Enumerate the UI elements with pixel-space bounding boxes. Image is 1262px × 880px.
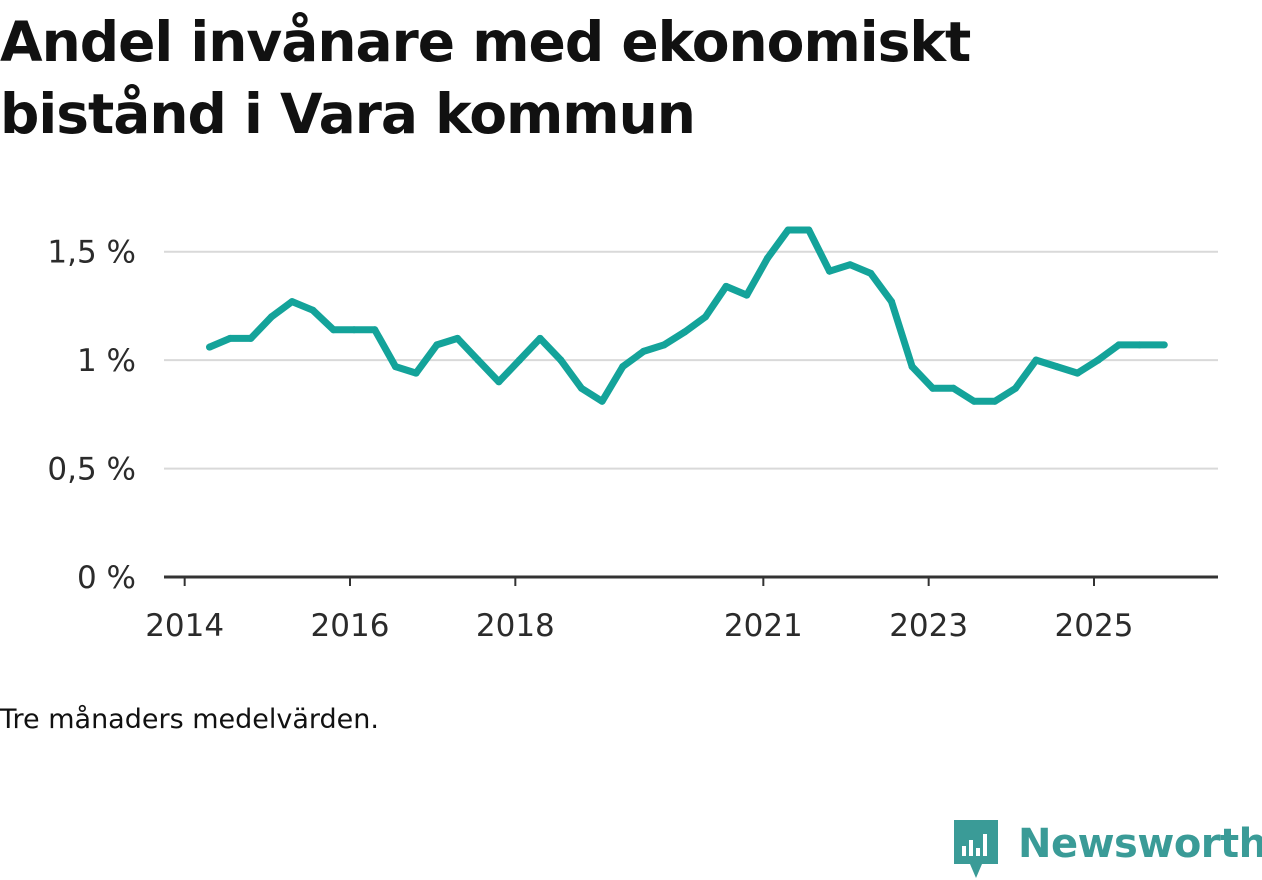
x-tick-label: 2023 — [889, 608, 968, 644]
data-point — [784, 226, 792, 234]
data-point — [433, 341, 441, 349]
data-point — [908, 363, 916, 371]
x-axis-labels: 2014 2016 2018 2021 2023 2025 — [145, 608, 1133, 644]
line-chart: 0 % 0,5 % 1 % 1,5 % 2014 2016 2018 2021 2023 202… — [47, 226, 1218, 644]
y-tick-label: 1 % — [77, 343, 136, 379]
newsworthy-logo-icon — [954, 820, 998, 878]
data-point — [660, 341, 668, 349]
data-point — [702, 313, 709, 321]
y-tick-label: 1,5 % — [47, 235, 136, 271]
data-point — [454, 334, 461, 342]
data-point — [991, 397, 999, 405]
data-point — [474, 356, 482, 364]
data-point — [619, 363, 627, 371]
data-point — [495, 378, 503, 386]
data-point — [247, 334, 255, 342]
data-point — [888, 298, 895, 306]
data-point — [970, 397, 978, 405]
x-tick-label: 2014 — [145, 608, 224, 644]
data-point — [1012, 384, 1019, 392]
x-tick-label: 2021 — [724, 608, 803, 644]
data-point — [288, 298, 296, 306]
brand-logo[interactable]: Newsworthy — [952, 818, 1262, 880]
data-point — [309, 306, 317, 314]
data-point — [516, 356, 523, 364]
y-tick-label: 0 % — [77, 560, 136, 596]
data-point — [578, 384, 585, 392]
brand-name: Newsworthy — [1018, 821, 1262, 867]
series-layer — [206, 226, 1168, 405]
data-point — [536, 334, 544, 342]
data-point — [350, 326, 358, 334]
data-point — [412, 369, 420, 377]
data-point — [1160, 341, 1168, 349]
data-point — [867, 269, 875, 277]
data-point — [722, 282, 730, 290]
data-point — [206, 343, 213, 351]
data-point — [557, 356, 565, 364]
data-point — [371, 326, 379, 334]
data-point — [598, 397, 606, 405]
x-tick-label: 2016 — [311, 608, 390, 644]
grid-lines — [164, 250, 1218, 470]
data-point — [226, 334, 234, 342]
data-point — [330, 326, 337, 334]
data-point — [392, 363, 399, 371]
x-tick-label: 2025 — [1055, 608, 1134, 644]
data-point — [268, 313, 275, 321]
data-point — [1053, 363, 1061, 371]
data-point — [846, 261, 854, 269]
data-point — [1136, 341, 1143, 349]
chart-note: Tre månaders medelvärden. — [0, 704, 379, 735]
series-line — [208, 226, 1165, 405]
data-point — [1074, 369, 1081, 377]
y-axis-labels: 0 % 0,5 % 1 % 1,5 % — [47, 235, 136, 596]
data-point — [681, 328, 689, 336]
data-point — [1115, 341, 1123, 349]
x-axis — [164, 575, 1218, 586]
data-point — [950, 384, 957, 392]
data-point — [1094, 356, 1102, 364]
x-tick-label: 2018 — [476, 608, 555, 644]
chart-title: Andel invånare med ekonomiskt bistånd i … — [0, 10, 971, 146]
data-point — [743, 291, 751, 299]
data-point — [826, 267, 833, 275]
data-point — [764, 254, 771, 262]
data-point — [640, 347, 647, 355]
y-tick-label: 0,5 % — [47, 452, 136, 488]
data-point — [929, 384, 937, 392]
data-point — [805, 226, 813, 234]
data-point — [1032, 356, 1040, 364]
